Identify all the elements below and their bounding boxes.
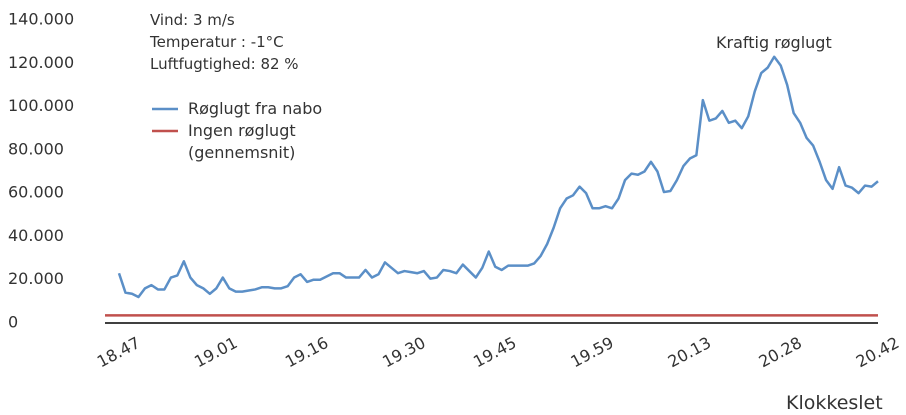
y-tick-label: 40.000 [8, 226, 64, 245]
data-line [117, 55, 879, 299]
y-tick-label: 100.000 [8, 96, 74, 115]
x-axis-label: Klokkeslet [786, 392, 883, 414]
legend-label: Røglugt fra nabo [188, 99, 323, 118]
x-tick-label: 19.30 [379, 333, 428, 371]
x-tick-label: 19.45 [470, 333, 519, 371]
annotation: Vind: 3 m/s [150, 11, 235, 29]
x-tick-label: 20.13 [665, 333, 714, 371]
x-tick-label: 19.16 [282, 333, 331, 371]
y-tick-label: 120.000 [8, 53, 74, 72]
x-tick-label: 19.01 [191, 333, 240, 371]
y-tick-label: 140.000 [8, 10, 74, 29]
legend-label: Ingen røglugt (gennemsnit) [188, 121, 296, 162]
y-tick-label: 0 [8, 313, 18, 332]
x-tick-label: 20.28 [756, 333, 805, 371]
annotation: Temperatur : -1°C [150, 33, 284, 51]
x-tick-label: 20.42 [853, 333, 902, 371]
annotation: Luftfugtighed: 82 % [150, 55, 299, 73]
x-tick-label: 19.59 [567, 333, 616, 371]
y-tick-label: 80.000 [8, 139, 64, 158]
peak-label: Kraftig røglugt [716, 33, 832, 52]
x-tick-label: 18.47 [94, 333, 143, 371]
y-tick-label: 20.000 [8, 269, 64, 288]
y-tick-label: 60.000 [8, 183, 64, 202]
